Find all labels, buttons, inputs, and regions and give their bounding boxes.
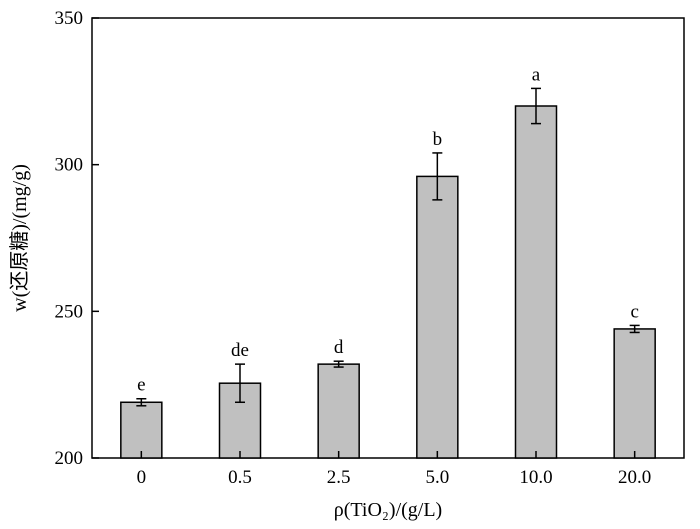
y-axis-title: w(还原糖)/(mg/g) (8, 164, 31, 312)
x-tick-label: 0.5 (228, 467, 252, 488)
significance-letter: b (433, 129, 443, 150)
bar (613, 328, 656, 459)
significance-letter: d (334, 337, 344, 358)
bar (514, 105, 558, 459)
significance-letter: c (630, 301, 638, 322)
bar (416, 175, 459, 459)
x-axis-title: ρ(TiO₂)/(g/L) (334, 499, 442, 521)
x-axis: 0 0.5 2.5 5.0 10.0 20.0 (137, 451, 651, 488)
bar (317, 363, 360, 459)
bar (120, 401, 163, 459)
y-tick-label: 250 (55, 301, 84, 322)
x-tick-label: 20.0 (618, 467, 651, 488)
x-tick-label: 10.0 (519, 467, 552, 488)
plot-frame (91, 17, 685, 459)
bars: e de d b a c (120, 64, 656, 459)
significance-letter: de (231, 340, 249, 361)
y-axis: 200 250 300 350 (55, 8, 99, 469)
y-tick-label: 200 (55, 448, 84, 469)
y-tick-label: 300 (55, 155, 84, 176)
x-tick-label: 2.5 (327, 467, 351, 488)
significance-letter: a (532, 64, 541, 85)
x-tick-label: 0 (137, 467, 147, 488)
x-tick-label: 5.0 (425, 467, 449, 488)
significance-letter: e (137, 375, 145, 396)
y-tick-label: 350 (55, 8, 84, 29)
